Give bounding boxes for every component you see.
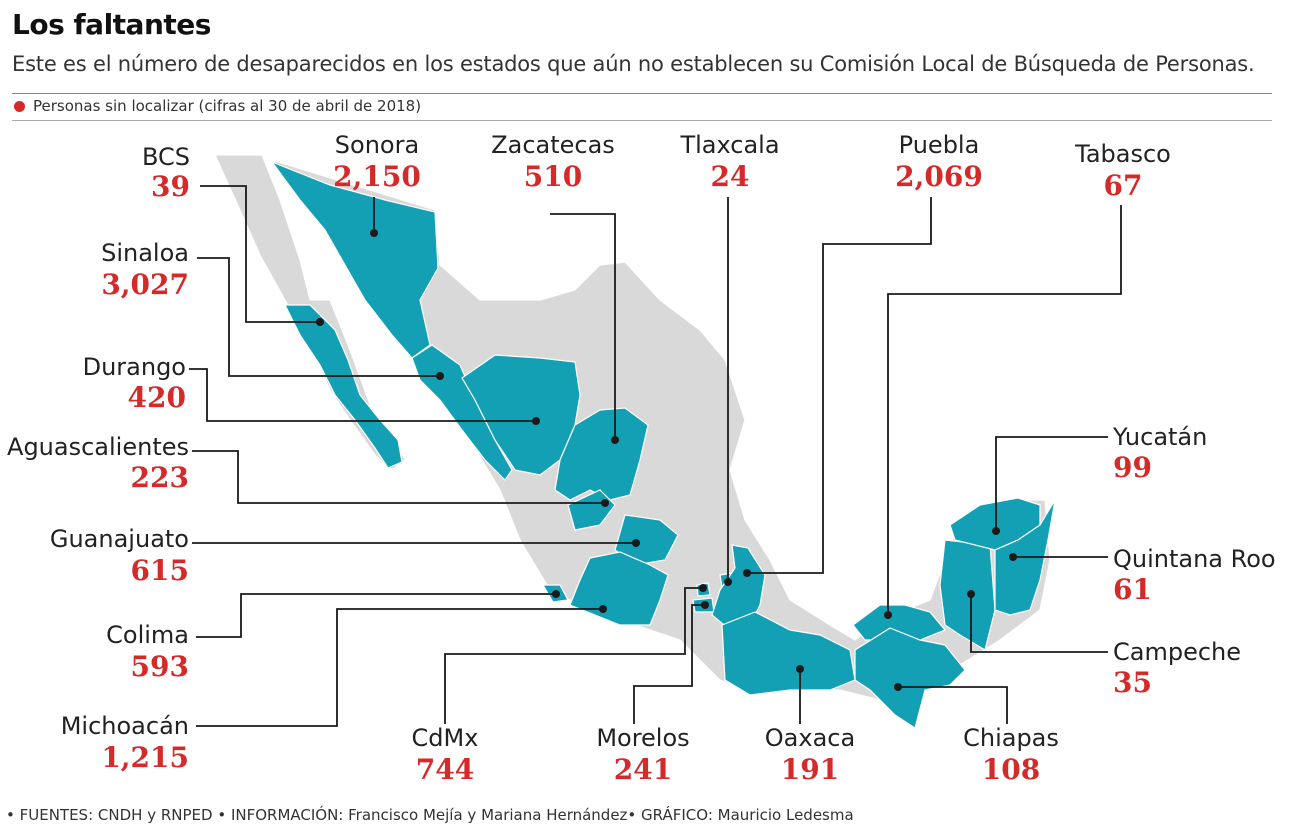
label-yucatan-value: 99	[1113, 451, 1152, 484]
label-guanajuato-value: 615	[131, 554, 189, 587]
pin-aguascalientes	[601, 499, 609, 507]
pin-bcs	[316, 318, 324, 326]
state-michoacan	[569, 551, 669, 626]
leader-puebla	[747, 197, 932, 574]
label-puebla-name: Puebla	[899, 131, 980, 159]
leader-durango	[189, 368, 536, 422]
pin-cdmx	[699, 584, 707, 592]
leader-sinaloa	[197, 257, 440, 377]
label-morelos-value: 241	[614, 753, 672, 786]
legend: Personas sin localizar (cifras al 30 de …	[14, 97, 421, 115]
label-aguascalientes-value: 223	[131, 461, 189, 494]
leader-cdmx	[444, 587, 703, 724]
leader-campeche	[970, 594, 1108, 653]
state-bcs	[284, 304, 403, 469]
sources-credit: • FUENTES: CNDH y RNPED • INFORMACIÓN: F…	[6, 806, 854, 824]
label-durango-name: Durango	[83, 353, 186, 381]
label-sonora-value: 2,150	[333, 160, 421, 193]
divider-top	[12, 93, 1272, 94]
pin-zacatecas	[611, 436, 619, 444]
label-yucatan-name: Yucatán	[1112, 423, 1207, 451]
pin-oaxaca	[796, 665, 804, 673]
label-zacatecas-name: Zacatecas	[491, 131, 615, 159]
leader-michoacan	[196, 608, 603, 727]
pin-sonora	[370, 229, 378, 237]
label-chiapas-name: Chiapas	[963, 724, 1059, 752]
label-chiapas-value: 108	[982, 753, 1040, 786]
pin-quintana-roo	[1009, 553, 1017, 561]
page-title: Los faltantes	[12, 8, 211, 41]
pin-tabasco	[884, 611, 892, 619]
leader-zacatecas	[550, 213, 616, 440]
label-michoacan-name: Michoacán	[61, 712, 189, 740]
label-bcs-name: BCS	[142, 143, 190, 171]
leader-morelos	[633, 604, 705, 724]
label-quintana-roo-value: 61	[1113, 573, 1152, 606]
label-morelos-name: Morelos	[596, 724, 689, 752]
label-sonora-name: Sonora	[335, 131, 419, 159]
label-campeche-value: 35	[1113, 666, 1152, 699]
pin-puebla	[743, 569, 751, 577]
pin-campeche	[967, 590, 975, 598]
page-subtitle: Este es el número de desaparecidos en lo…	[12, 52, 1255, 76]
legend-label: Personas sin localizar (cifras al 30 de …	[33, 97, 422, 115]
mexico-mainland-shape	[271, 159, 1051, 701]
label-sinaloa-value: 3,027	[101, 268, 189, 301]
pin-guanajuato	[632, 539, 640, 547]
label-tabasco-name: Tabasco	[1074, 140, 1171, 168]
divider-legend	[12, 120, 1272, 121]
label-colima-name: Colima	[106, 621, 189, 649]
leader-aguascalientes	[192, 450, 605, 504]
pin-colima	[552, 590, 560, 598]
label-tlaxcala-value: 24	[711, 160, 750, 193]
state-guanajuato	[614, 514, 679, 566]
label-guanajuato-name: Guanajuato	[50, 525, 189, 553]
leader-bcs	[200, 185, 320, 323]
label-cdmx-value: 744	[416, 753, 474, 786]
pin-tlaxcala	[724, 578, 732, 586]
label-zacatecas-value: 510	[524, 160, 582, 193]
pin-michoacan	[599, 605, 607, 613]
pin-chiapas	[894, 683, 902, 691]
label-colima-value: 593	[131, 650, 189, 683]
label-tabasco-value: 67	[1104, 169, 1143, 202]
leader-yucatan	[995, 436, 1108, 531]
label-aguascalientes-name: Aguascalientes	[7, 433, 189, 461]
leader-chiapas	[898, 686, 1008, 724]
label-campeche-name: Campeche	[1113, 638, 1241, 666]
label-puebla-value: 2,069	[895, 160, 983, 193]
label-durango-value: 420	[128, 381, 186, 414]
leader-tabasco	[887, 205, 1122, 615]
label-sinaloa-name: Sinaloa	[101, 239, 189, 267]
label-bcs-value: 39	[151, 170, 190, 203]
label-oaxaca-name: Oaxaca	[765, 724, 855, 752]
pin-sinaloa	[436, 372, 444, 380]
label-quintana-roo-name: Quintana Roo	[1113, 545, 1276, 573]
pin-durango	[532, 417, 540, 425]
label-oaxaca-value: 191	[781, 753, 839, 786]
label-tlaxcala-name: Tlaxcala	[679, 131, 779, 159]
leader-colima	[196, 593, 556, 638]
legend-dot-icon	[14, 100, 25, 112]
pin-morelos	[701, 601, 709, 609]
label-cdmx-name: CdMx	[412, 724, 479, 752]
pin-yucatan	[992, 527, 1000, 535]
state-sinaloa	[411, 344, 513, 481]
state-zacatecas	[554, 407, 649, 501]
label-michoacan-value: 1,215	[101, 741, 189, 774]
